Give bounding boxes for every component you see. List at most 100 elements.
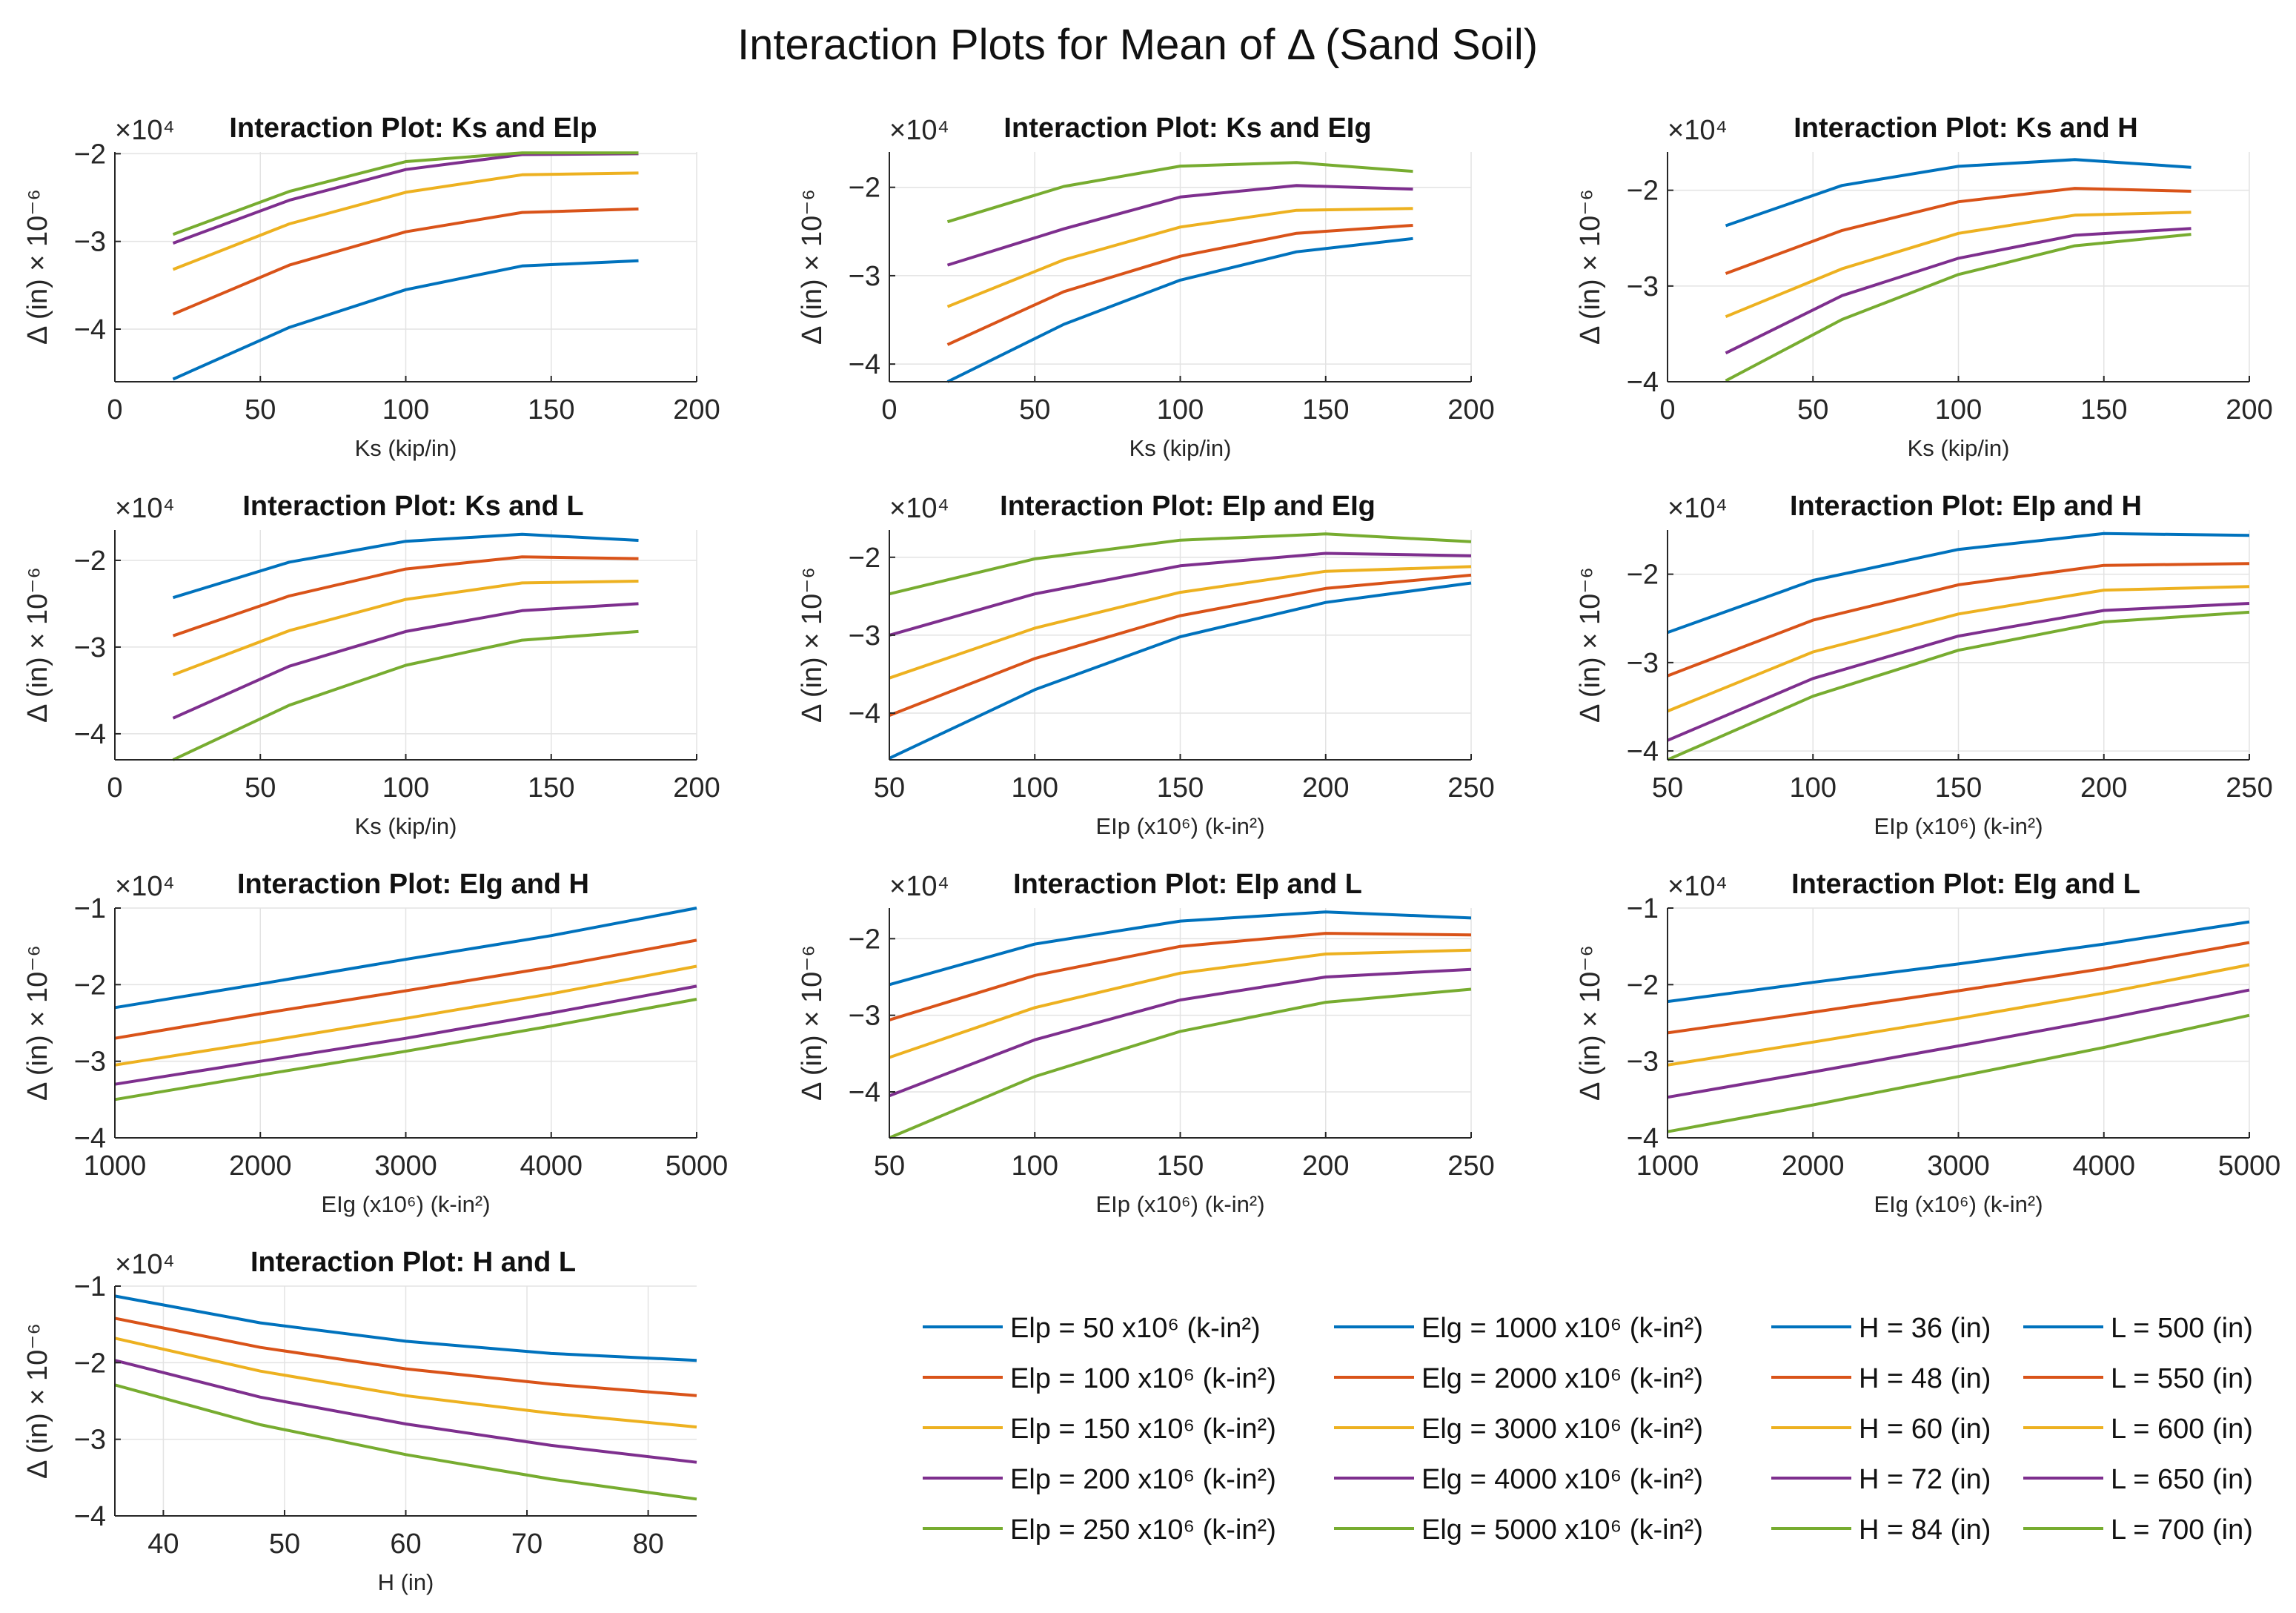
x-axis-label: EIp (x10⁶) (k-in²) [1874, 813, 2043, 839]
y-tick-label: −2 [74, 970, 106, 1001]
series-line-1 [172, 259, 639, 381]
y-exponent-label: ×10⁴ [115, 493, 175, 524]
legend-label: L = 650 (in) [2111, 1464, 2253, 1495]
series-line-4 [889, 552, 1472, 637]
y-tick-label: −3 [74, 632, 106, 663]
x-tick-label: 150 [1935, 772, 1982, 804]
x-tick-label: 50 [874, 1150, 905, 1182]
y-axis-label: Δ (in) × 10⁻⁶ [22, 567, 53, 723]
y-tick-label: −4 [849, 349, 880, 380]
series-line-1 [114, 907, 697, 1010]
series-line-4 [889, 967, 1472, 1098]
series-line-5 [1725, 233, 2192, 382]
series-line-2 [889, 573, 1472, 717]
series-line-2 [889, 932, 1472, 1021]
legend-label: H = 36 (in) [1859, 1313, 1991, 1344]
legend-item: Elg = 5000 x10⁶ (k-in²) [1334, 1514, 1703, 1546]
legend-item: L = 500 (in) [2023, 1313, 2253, 1344]
x-axis-label: EIp (x10⁶) (k-in²) [1095, 1191, 1264, 1217]
subplot-title: Interaction Plot: H and L [250, 1247, 576, 1278]
legend-label: L = 550 (in) [2111, 1363, 2253, 1394]
x-tick-label: 150 [1157, 1150, 1204, 1182]
x-tick-label: 200 [1447, 394, 1494, 425]
subplot-7: 1000 2000 3000 4000 5000 −4 −3 −2 −1 ×10⁴ Interact… [22, 869, 728, 1217]
y-axis-label: Δ (in) × 10⁻⁶ [1575, 567, 1606, 723]
legend-label: Elg = 4000 x10⁶ (k-in²) [1421, 1464, 1703, 1495]
x-tick-label: 2000 [1782, 1150, 1845, 1182]
y-exponent-label: ×10⁴ [1668, 871, 1728, 902]
series-line-5 [172, 629, 639, 761]
x-tick-label: 50 [245, 394, 276, 425]
legend: Elp = 50 x10⁶ (k-in²) Elp = 100 x10⁶ (k-i… [923, 1313, 2253, 1546]
x-tick-label: 150 [2080, 394, 2127, 425]
series-line-3 [172, 580, 639, 677]
series-line-5 [1667, 1013, 2250, 1133]
subplot-9: 1000 2000 3000 4000 5000 −4 −3 −2 −1 ×10⁴ Interact… [1575, 869, 2280, 1217]
x-tick-label: 100 [382, 394, 429, 425]
x-axis-label: Ks (kip/in) [1908, 435, 2010, 461]
y-exponent-label: ×10⁴ [889, 115, 949, 146]
x-tick-label: 0 [107, 394, 122, 425]
x-tick-label: 3000 [374, 1150, 437, 1182]
x-tick-label: 100 [1935, 394, 1982, 425]
figure-title: Interaction Plots for Mean of Δ (Sand So… [737, 21, 1538, 69]
series-line-5 [889, 987, 1472, 1139]
y-tick-label: −3 [74, 1425, 106, 1456]
y-tick-label: −4 [74, 1501, 106, 1532]
x-tick-label: 150 [528, 772, 574, 804]
y-axis-label: Δ (in) × 10⁻⁶ [1575, 189, 1606, 345]
y-tick-label: −3 [849, 1001, 880, 1032]
y-exponent-label: ×10⁴ [889, 493, 949, 524]
y-tick-label: −3 [1627, 648, 1659, 679]
subplot-title: Interaction Plot: Ks and L [242, 491, 583, 522]
series-line-2 [1667, 941, 2250, 1035]
y-axis-label: Δ (in) × 10⁻⁶ [797, 945, 828, 1101]
y-exponent-label: ×10⁴ [115, 1249, 175, 1280]
legend-label: H = 48 (in) [1859, 1363, 1991, 1394]
legend-item: L = 600 (in) [2023, 1414, 2253, 1445]
series-line-1 [889, 910, 1472, 987]
legend-label: L = 700 (in) [2111, 1514, 2253, 1546]
subplot-title: Interaction Plot: EIp and L [1013, 869, 1362, 900]
legend-item: Elp = 100 x10⁶ (k-in²) [923, 1363, 1276, 1394]
y-tick-label: −4 [1627, 367, 1659, 398]
legend-label: Elg = 1000 x10⁶ (k-in²) [1421, 1313, 1703, 1344]
legend-label: Elp = 150 x10⁶ (k-in²) [1010, 1414, 1276, 1445]
x-tick-label: 100 [1012, 772, 1058, 804]
subplot-2: 0 50 100 150 200 −4 −3 −2 ×10⁴ Interaction Plot: … [797, 113, 1495, 461]
x-axis-label: Ks (kip/in) [1129, 435, 1232, 461]
legend-label: L = 500 (in) [2111, 1313, 2253, 1344]
x-tick-label: 50 [1797, 394, 1828, 425]
legend-item: Elp = 150 x10⁶ (k-in²) [923, 1414, 1276, 1445]
series-line-3 [172, 171, 639, 271]
series-line-3 [1725, 211, 2192, 319]
x-axis-label: EIp (x10⁶) (k-in²) [1095, 813, 1264, 839]
x-tick-label: 200 [2226, 394, 2272, 425]
subplot-title: Interaction Plot: Ks and Elp [229, 113, 597, 144]
legend-label: H = 84 (in) [1859, 1514, 1991, 1546]
legend-item: L = 550 (in) [2023, 1363, 2253, 1394]
series-line-3 [114, 964, 697, 1067]
legend-item: Elg = 3000 x10⁶ (k-in²) [1334, 1414, 1703, 1445]
y-axis-label: Δ (in) × 10⁻⁶ [797, 567, 828, 723]
series-line-1 [1667, 531, 2250, 635]
subplot-4: 0 50 100 150 200 −4 −3 −2 ×10⁴ Interaction Plot: … [22, 491, 720, 839]
series-line-5 [889, 532, 1472, 596]
subplot-6: 50 100 150 200 250 −4 −3 −2 ×10⁴ Interaction Plot… [1575, 491, 2273, 839]
series-line-4 [1667, 602, 2250, 742]
series-line-3 [1667, 963, 2250, 1067]
y-axis-label: Δ (in) × 10⁻⁶ [797, 189, 828, 345]
x-tick-label: 4000 [520, 1150, 583, 1182]
legend-label: Elp = 100 x10⁶ (k-in²) [1010, 1363, 1276, 1394]
x-tick-label: 5000 [2218, 1150, 2281, 1182]
series-line-2 [1667, 562, 2250, 678]
y-exponent-label: ×10⁴ [1668, 115, 1728, 146]
series-line-1 [172, 532, 639, 600]
x-tick-label: 200 [1302, 1150, 1349, 1182]
series-line-4 [114, 1359, 697, 1464]
legend-item: H = 36 (in) [1771, 1313, 1991, 1344]
series-line-3 [946, 207, 1413, 308]
legend-label: H = 60 (in) [1859, 1414, 1991, 1445]
legend-item: Elp = 250 x10⁶ (k-in²) [923, 1514, 1276, 1546]
